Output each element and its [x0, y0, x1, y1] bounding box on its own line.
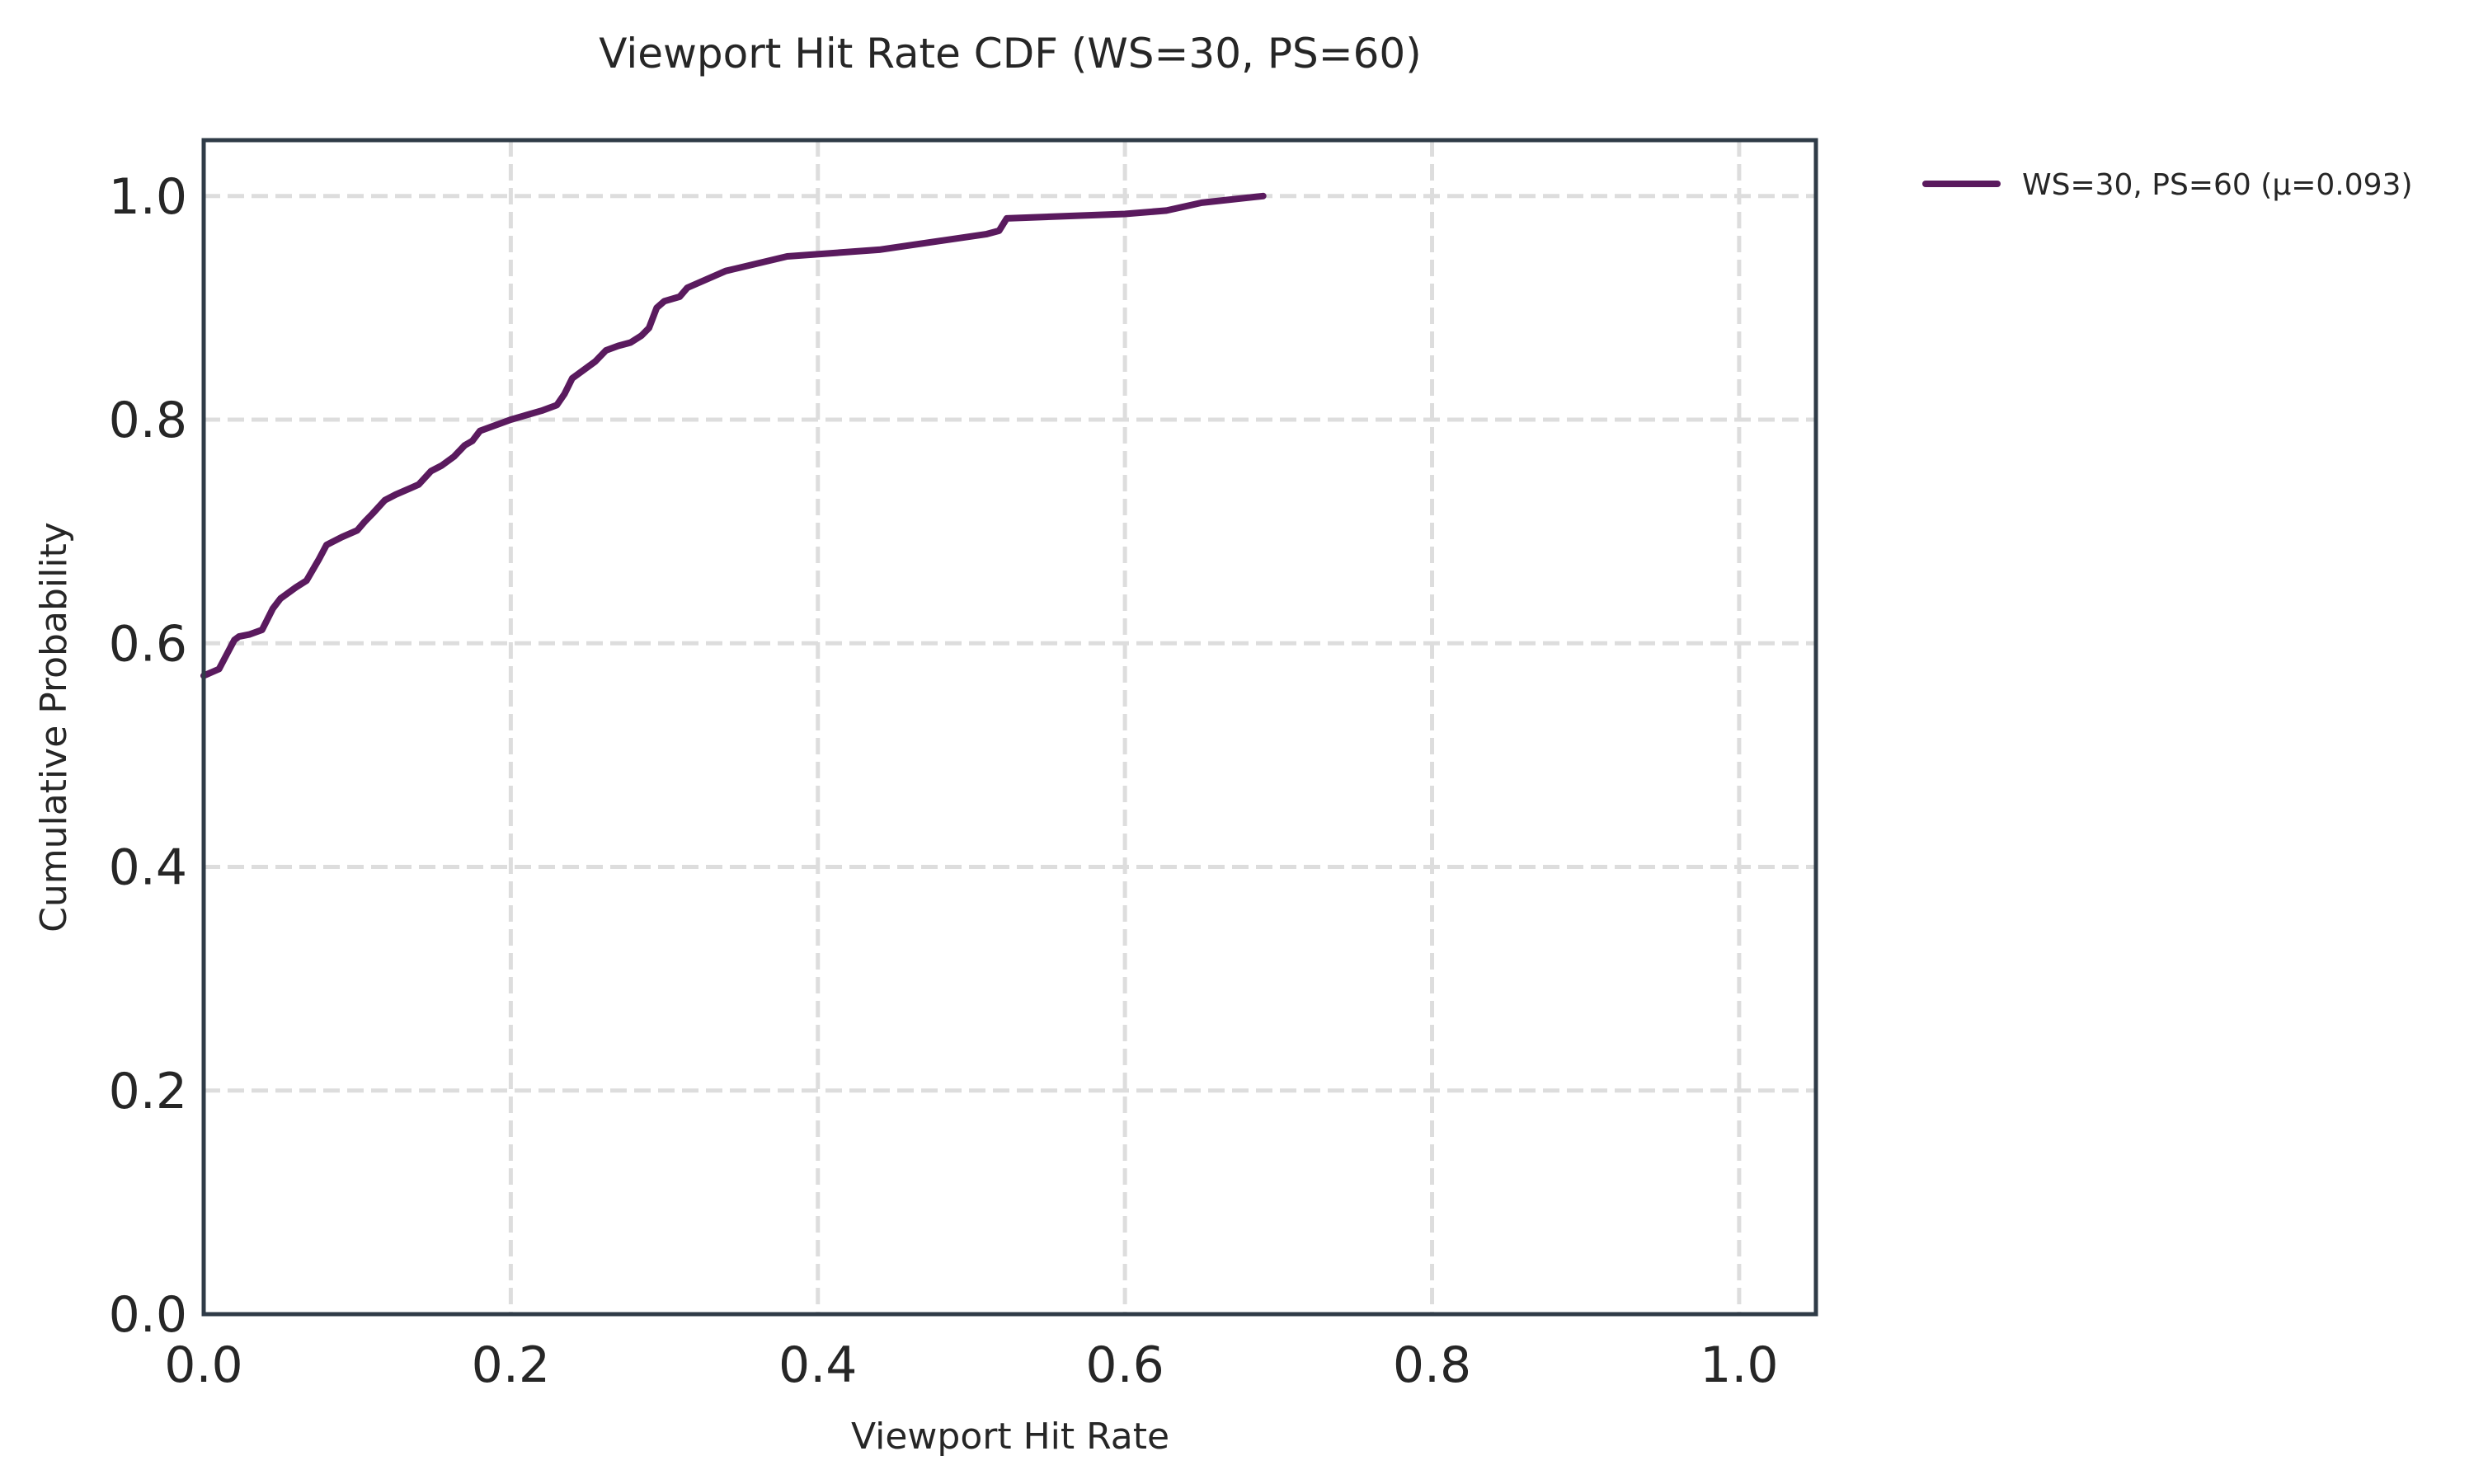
y-tick-label: 0.0 — [109, 1286, 187, 1344]
series-layer — [200, 192, 1267, 679]
x-tick-label: 1.0 — [1700, 1336, 1778, 1394]
y-axis-label: Cumulative Probability — [33, 522, 75, 932]
legend-label: WS=30, PS=60 (μ=0.093) — [2022, 168, 2413, 202]
x-tick-label: 0.2 — [472, 1336, 550, 1394]
y-tick-label: 0.4 — [109, 839, 187, 897]
legend: WS=30, PS=60 (μ=0.093) — [1922, 168, 2413, 202]
x-tick-label: 0.8 — [1393, 1336, 1471, 1394]
y-tick-label: 1.0 — [109, 168, 187, 226]
y-tick-label: 0.8 — [109, 392, 187, 449]
x-tick-label: 0.4 — [778, 1336, 857, 1394]
y-tick-label: 0.2 — [109, 1063, 187, 1120]
chart-title: Viewport Hit Rate CDF (WS=30, PS=60) — [599, 30, 1422, 77]
x-tick-label: 0.0 — [164, 1336, 242, 1394]
x-tick-label: 0.6 — [1085, 1336, 1164, 1394]
grid — [201, 140, 1816, 1317]
plot-frame — [201, 138, 1818, 1317]
y-tick-label: 0.6 — [109, 615, 187, 673]
x-axis-label: Viewport Hit Rate — [851, 1416, 1169, 1458]
tick-labels: 0.0 0.2 0.4 0.6 0.8 1.0 0.0 0.2 0.4 0.6 0.8 1.0 — [109, 168, 1779, 1394]
series-line — [200, 192, 1267, 679]
